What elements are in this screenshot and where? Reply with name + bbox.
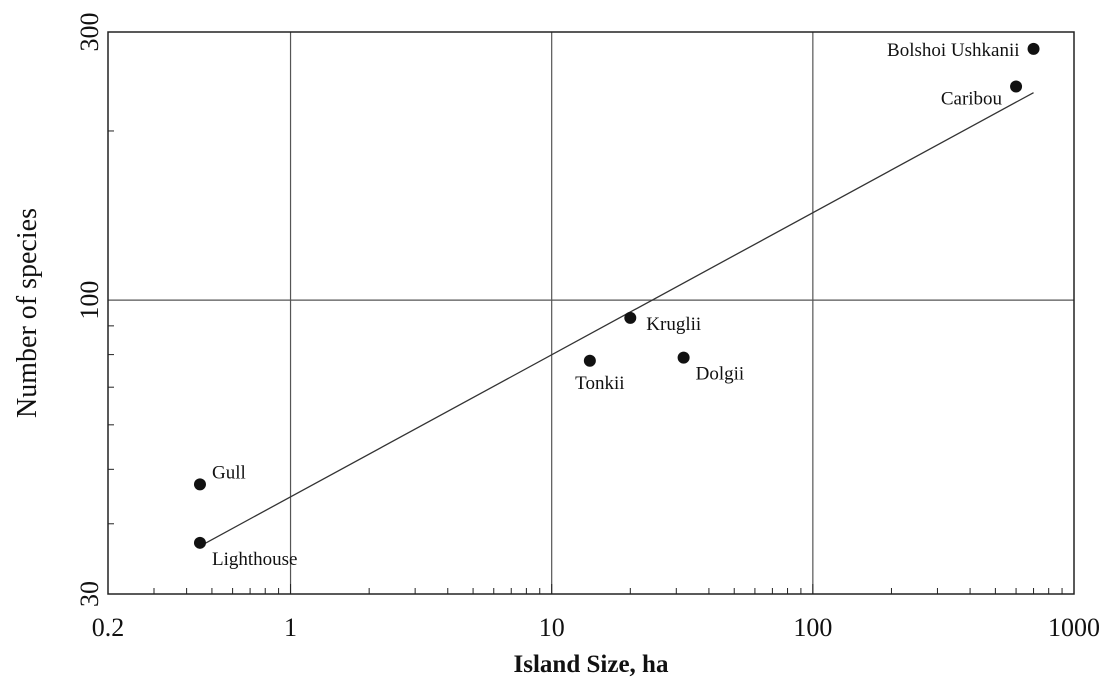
point-label: Bolshoi Ushkanii: [887, 40, 1019, 61]
y-tick-label: 30: [75, 581, 104, 607]
y-axis-title: Number of species: [12, 208, 43, 418]
x-tick-label: 1: [284, 613, 297, 642]
point-label: Lighthouse: [212, 549, 298, 570]
x-tick-label: 10: [539, 613, 565, 642]
x-minor-ticks: [108, 130, 1063, 594]
point-label: Gull: [212, 462, 246, 483]
x-tick-label: 1000: [1048, 613, 1100, 642]
point-label: Tonkii: [575, 373, 624, 394]
point-label: Caribou: [941, 88, 1003, 109]
data-point: [624, 311, 637, 324]
data-points: [193, 42, 1040, 549]
regression-line: [199, 92, 1034, 547]
point-label: Kruglii: [646, 314, 701, 335]
y-tick-labels: 30 100 300: [75, 13, 104, 608]
x-axis-title: Island Size, ha: [514, 651, 669, 678]
data-point: [583, 354, 596, 367]
data-point: [193, 478, 206, 491]
x-tick-label: 0.2: [92, 613, 125, 642]
data-point: [193, 536, 206, 549]
plot-frame: [107, 31, 1075, 595]
point-label: Dolgii: [696, 364, 745, 385]
data-point: [677, 351, 690, 364]
y-tick-label: 100: [75, 281, 104, 320]
data-point: [1010, 80, 1023, 93]
data-point: [1027, 42, 1040, 55]
x-tick-label: 100: [793, 613, 832, 642]
y-tick-label: 300: [75, 13, 104, 52]
grid: [108, 32, 1074, 594]
point-labels: Bolshoi Ushkanii Caribou Kruglii Tonkii Dolg…: [212, 40, 1020, 570]
x-tick-labels: 0.2 1 10 100 1000: [92, 613, 1100, 642]
